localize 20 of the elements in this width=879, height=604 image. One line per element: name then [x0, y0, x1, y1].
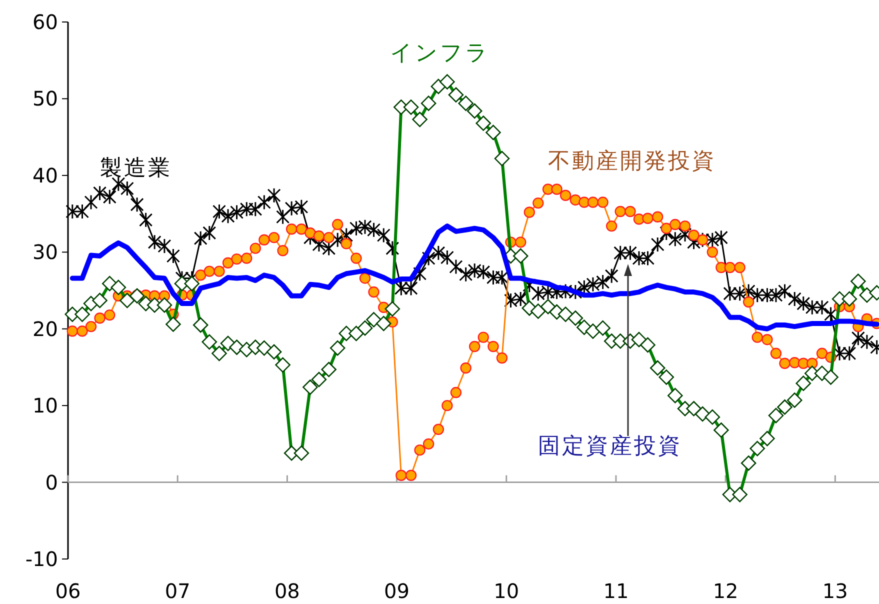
y-tick-label: 0	[45, 470, 58, 494]
x-tick-label: 13	[822, 579, 848, 603]
y-tick-label: 60	[32, 10, 58, 34]
text: 固定資産投資	[538, 434, 682, 459]
x-tick-label: 11	[603, 579, 629, 603]
x-tick-label: 09	[384, 579, 410, 603]
y-tick-label: 10	[32, 394, 58, 418]
series-label: 製造業	[100, 156, 172, 181]
y-tick-label: 40	[32, 163, 58, 188]
y-tick-label: -10	[25, 547, 58, 571]
series-label: 不動産開発投資	[548, 149, 716, 174]
y-tick-label: 50	[32, 86, 58, 111]
x-tick-label: 07	[164, 579, 190, 603]
series-label: インフラ	[390, 41, 490, 66]
x-tick-label: 12	[712, 579, 738, 603]
y-tick-label: 20	[32, 316, 58, 341]
x-tick-label: 06	[55, 579, 81, 603]
x-tick-label: 10	[494, 579, 520, 603]
x-tick-label: 08	[274, 579, 300, 603]
y-tick-label: 30	[32, 240, 58, 264]
